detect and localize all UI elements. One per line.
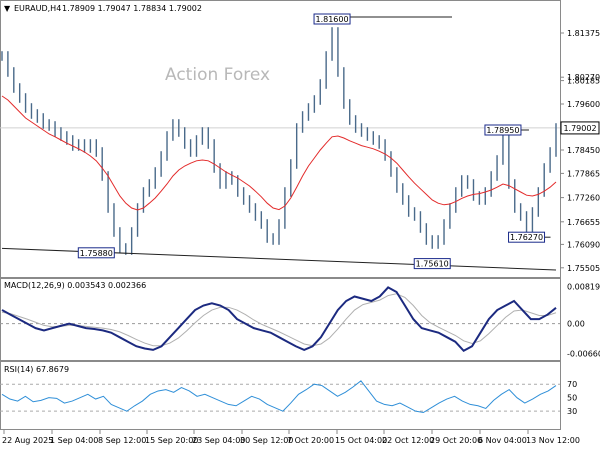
x-tick-label: 30 Sep 12:00 [240,436,293,445]
current-price-label: 1.79002 [563,124,596,133]
price-y-tick-label: 1.81375 [567,29,600,38]
price-y-tick-label: 1.76655 [567,218,600,227]
macd-y-tick-label: 0.00 [567,320,585,329]
x-tick-label: 7 Oct 20:00 [287,436,334,445]
price-annotation-label: 1.76270 [510,233,543,242]
price-y-tick-label: 1.77865 [567,169,600,178]
price-annotation-box [484,124,522,136]
moving-average-line [1,95,557,211]
macd-title: MACD(12,26,9) 0.003543 0.002366 [4,281,146,290]
macd-line [1,286,557,353]
current-price-box [560,121,600,135]
price-annotation-label: 1.81600 [315,15,348,24]
chart-symbol: EURAUD,H4 [14,4,61,13]
macd-panel-frame [0,278,561,361]
price-y-tick-label: 1.75505 [567,264,600,273]
x-tick-label: 8 Sep 12:00 [98,436,146,445]
x-tick-label: 22 Oct 12:00 [382,436,434,445]
macd-layer [0,286,560,353]
price-annotation-label: 1.75610 [416,260,449,269]
price-annotation-box [77,247,115,259]
price-panel-frame [0,0,561,278]
price-y-tick-label: 1.80270 [567,73,600,82]
price-annotation-label: 1.75880 [80,249,113,258]
x-tick-label: 15 Sep 20:00 [145,436,198,445]
macd-signal-line [1,293,557,347]
price-annotation-box [313,13,351,25]
price-y-tick-label: 1.76090 [567,240,600,249]
x-tick-label: 29 Oct 20:00 [430,436,482,445]
x-tick-label: 6 Nov 04:00 [478,436,527,445]
price-annotation-label: 1.78950 [486,126,519,135]
x-tick-label: 22 Aug 2025 [2,436,53,445]
price-annotation-box [413,258,451,270]
price-y-tick-label: 1.80185 [567,77,600,86]
price-annotation-box [508,231,546,243]
watermark: Action Forex [165,65,270,85]
price-y-tick-label: 1.78450 [567,146,600,155]
chart-ohlc: 1.78909 1.79047 1.78834 1.79002 [62,4,202,13]
rsi-layer [0,380,560,414]
x-tick-label: 13 Nov 12:00 [526,436,580,445]
price-y-tick-label: 1.77260 [567,194,600,203]
rsi-y-tick-label: 50 [567,394,577,403]
macd-y-tick-label: -0.006604 [567,349,600,358]
price-layer: 1.81600 1.75880 1.75610 1.78950 1.76270 [0,13,560,271]
x-tick-label: 23 Sep 04:00 [192,436,245,445]
rsi-title: RSI(14) 67.8679 [4,365,69,374]
collapse-arrow-icon[interactable]: ▼ [4,4,11,13]
rsi-y-tick-label: 70 [567,380,577,389]
rsi-y-tick-label: 30 [567,407,577,416]
rsi-line [1,380,557,414]
macd-y-tick-label: 0.008194 [567,283,600,292]
x-tick-label: 1 Sep 04:00 [50,436,98,445]
price-y-tick-label: 1.79600 [567,100,600,109]
x-tick-label: 15 Oct 04:00 [335,436,387,445]
